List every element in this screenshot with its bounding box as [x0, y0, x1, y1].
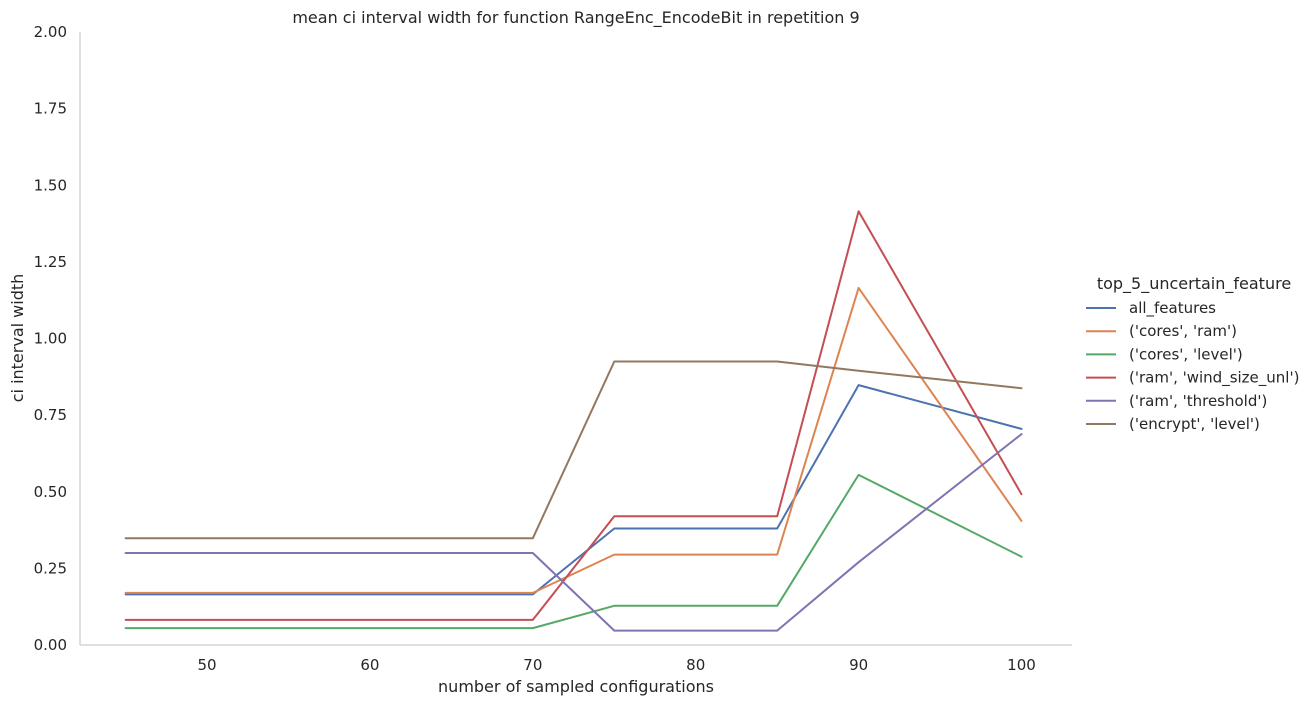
legend-label: ('ram', 'wind_size_unl') [1129, 369, 1299, 388]
chart-title: mean ci interval width for function Rang… [292, 8, 859, 28]
series-line [124, 473, 1023, 630]
series-line [124, 433, 1023, 632]
y-tick-label: 1.25 [34, 253, 67, 271]
legend-label: ('cores', 'level') [1129, 345, 1243, 363]
x-tick-label: 70 [523, 656, 542, 674]
legend-label: ('encrypt', 'level') [1129, 415, 1260, 433]
legend-label: all_features [1129, 299, 1216, 318]
y-tick-label: 1.00 [34, 330, 67, 348]
x-tick-label: 50 [198, 656, 217, 674]
series-line [124, 360, 1023, 540]
x-tick-labels: 50 60 70 80 90 100 [198, 656, 1036, 674]
y-tick-label: 0.50 [34, 483, 67, 501]
legend-label: ('ram', 'threshold') [1129, 392, 1267, 410]
series-line [124, 286, 1023, 594]
x-tick-label: 80 [686, 656, 705, 674]
x-tick-label: 60 [360, 656, 379, 674]
series-line [124, 384, 1023, 596]
series-line [124, 210, 1023, 621]
legend-title: top_5_uncertain_feature [1097, 274, 1291, 294]
legend: top_5_uncertain_feature all_features ('co… [1086, 274, 1299, 433]
y-tick-label: 0.75 [34, 406, 67, 424]
y-axis-label: ci interval width [8, 274, 27, 403]
legend-label: ('cores', 'ram') [1129, 322, 1237, 340]
series-lines [124, 210, 1023, 632]
y-tick-label: 1.50 [34, 176, 67, 194]
y-tick-label: 1.75 [34, 100, 67, 118]
x-tick-label: 90 [849, 656, 868, 674]
y-tick-label: 2.00 [34, 23, 67, 41]
x-axis-label: number of sampled configurations [438, 677, 714, 696]
x-tick-label: 100 [1007, 656, 1036, 674]
y-tick-labels: 0.00 0.25 0.50 0.75 1.00 1.25 1.50 1.75 2.00 [34, 23, 67, 654]
y-tick-label: 0.25 [34, 559, 67, 577]
y-tick-label: 0.00 [34, 636, 67, 654]
